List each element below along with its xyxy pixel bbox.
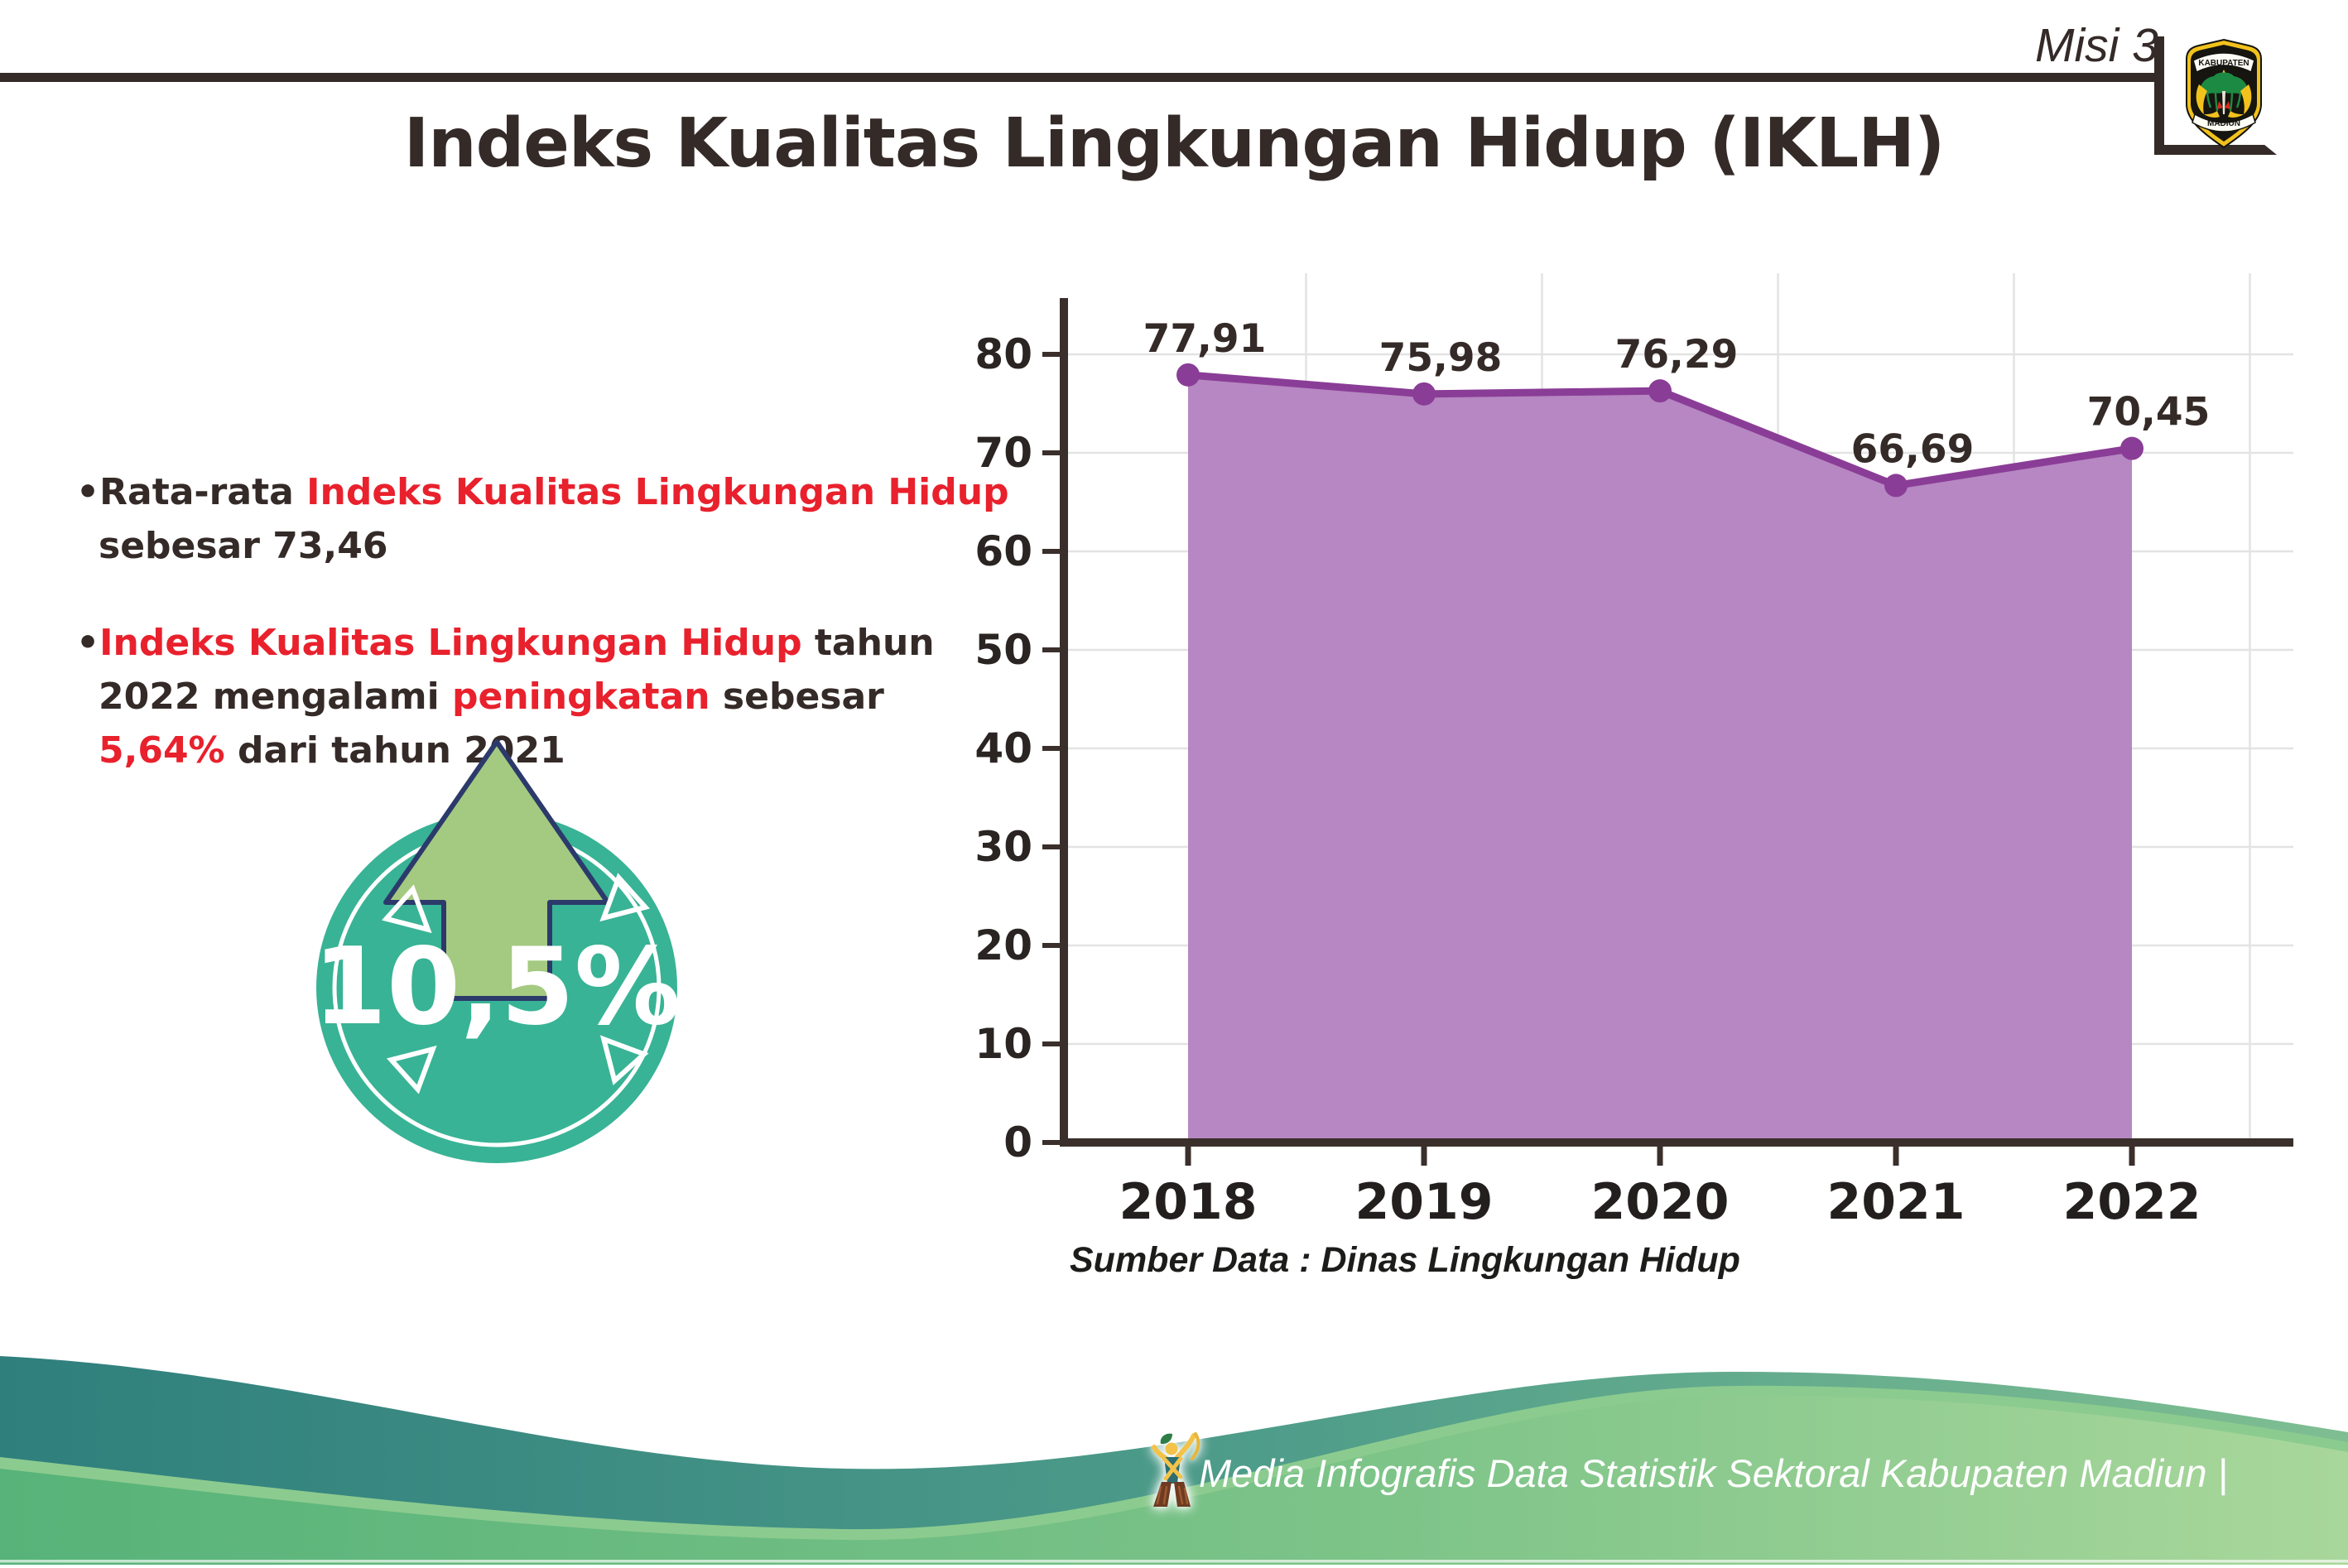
kabupaten-madiun-logo: KABUPATEN MADIUN (2182, 38, 2265, 149)
bullet-text-segment: sebesar (710, 676, 884, 718)
bullet-list: •Rata-rata Indeks Kualitas Lingkungan Hi… (76, 465, 1012, 777)
footer-caption: Media Infografis Data Statistik Sektoral… (1199, 1451, 2228, 1495)
x-tick-label: 2019 (1355, 1173, 1494, 1231)
increase-badge: 10,5% (290, 710, 704, 1178)
value-label: 76,29 (1615, 332, 1739, 378)
chart-svg: 0 10 20 30 40 50 60 70 80 2018 2019 2020 2021 2022 77,… (974, 273, 2293, 1231)
logo-red-ornaments (2217, 101, 2230, 109)
mascot-leaf (1160, 1433, 1172, 1445)
chart-area-fill (1188, 374, 2132, 1143)
footer-front-wave (0, 1395, 2348, 1565)
bullet-marker: • (76, 471, 100, 513)
header-rule (0, 73, 2159, 82)
data-point (2120, 436, 2144, 460)
logo-svg: KABUPATEN MADIUN (2186, 38, 2262, 149)
y-tick-label: 40 (974, 724, 1032, 772)
footer-waves (0, 1291, 2348, 1565)
mascot-arm-right (1175, 1433, 1196, 1460)
y-tick-label: 30 (974, 823, 1032, 871)
y-tick-label: 20 (974, 921, 1032, 969)
footer-bottom-line (0, 1560, 2348, 1563)
mascot-sash (1162, 1456, 1183, 1481)
logo-bottom-text: MADIUN (2207, 119, 2240, 128)
x-tick-label: 2022 (2063, 1173, 2201, 1231)
bullet-text-segment: Rata-rata (99, 471, 307, 513)
logo-wings (2196, 84, 2252, 118)
y-tick-label: 70 (974, 429, 1032, 477)
x-tick-label: 2020 (1591, 1173, 1730, 1231)
logo-bottom-banner (2192, 113, 2256, 132)
value-label: 77,91 (1143, 316, 1267, 362)
data-point (1884, 474, 1908, 498)
page-title: Indeks Kualitas Lingkungan Hidup (IKLH) (403, 104, 1946, 183)
logo-tree-canopy (2199, 72, 2249, 98)
mascot-skirt-stripes (1156, 1485, 1189, 1505)
footer-waves-svg (0, 1356, 2348, 1565)
mascot-streamer (1191, 1432, 1200, 1460)
badge-corner-triangles (382, 873, 650, 1094)
logo-frame-bottom (2154, 145, 2277, 155)
bullet-marker: • (76, 622, 100, 664)
mascot-head (1165, 1442, 1178, 1455)
y-tick-label: 0 (1003, 1118, 1032, 1166)
mascot-icon (1144, 1431, 1207, 1520)
value-label: 75,98 (1379, 335, 1503, 381)
bullet-item-1: •Rata-rata Indeks Kualitas Lingkungan Hi… (76, 465, 1012, 573)
x-tick-label: 2018 (1119, 1173, 1258, 1231)
logo-top-text: KABUPATEN (2198, 59, 2249, 68)
mascot-skirt-left (1153, 1482, 1172, 1507)
data-point (1412, 382, 1436, 406)
x-tick-label: 2021 (1827, 1173, 1965, 1231)
logo-frame-vertical (2154, 36, 2164, 155)
bullet-text-segment: sebesar 73,46 (99, 525, 388, 567)
iklh-area-chart: 0 10 20 30 40 50 60 70 80 2018 2019 2020 2021 2022 77,… (936, 248, 2343, 1291)
data-point (1648, 379, 1672, 403)
bullet-text-segment: Indeks Kualitas Lingkungan Hidup (306, 471, 1009, 513)
mascot-svg (1152, 1432, 1200, 1507)
data-point (1176, 363, 1200, 387)
y-tick-label: 60 (974, 527, 1032, 575)
source-note: Sumber Data : Dinas Lingkungan Hidup (1070, 1240, 1740, 1280)
y-tick-label: 50 (974, 626, 1032, 674)
misi-label: Misi 3 (2035, 19, 2158, 72)
bullet-text-segment: Indeks Kualitas Lingkungan Hidup (99, 622, 802, 664)
bullet-item-2: •Indeks Kualitas Lingkungan Hidup tahun … (76, 616, 1012, 777)
value-label: 70,45 (2087, 390, 2211, 435)
bullet-text-segment: tahun 2022 mengalami (99, 622, 935, 718)
badge-value: 10,5% (313, 926, 681, 1049)
y-tick-label: 10 (974, 1020, 1032, 1068)
increase-badge-svg: 10,5% (313, 739, 681, 1163)
bullet-text-segment: peningkatan (452, 676, 710, 718)
y-tick-label: 80 (974, 330, 1032, 378)
bullet-text-segment: 5,64% (99, 729, 225, 772)
value-label: 66,69 (1851, 426, 1975, 472)
logo-top-banner (2192, 52, 2255, 74)
up-arrow-icon (383, 739, 610, 1001)
logo-tree-trunk (2222, 91, 2225, 114)
